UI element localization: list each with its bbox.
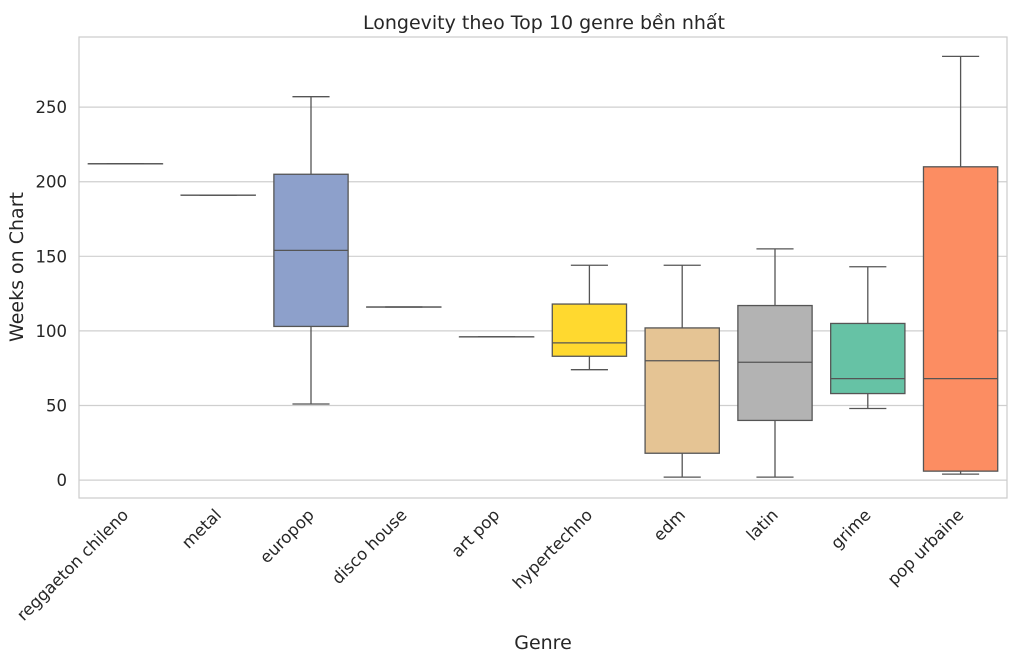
- y-axis-label: Weeks on Chart: [6, 192, 28, 342]
- box-hypertechno: [551, 264, 628, 371]
- box-latin: [737, 248, 813, 478]
- y-tick-label: 50: [46, 397, 67, 416]
- x-tick-label: metal: [178, 505, 225, 552]
- iqr-box: [922, 166, 999, 472]
- plot-area: [87, 55, 999, 478]
- iqr-box: [737, 304, 813, 422]
- y-tick-label: 250: [36, 98, 68, 117]
- chart-title: Longevity theo Top 10 genre bền nhất: [363, 12, 725, 34]
- box-grime: [830, 266, 906, 410]
- y-tick-label: 100: [36, 322, 68, 341]
- iqr-box: [551, 303, 628, 357]
- iqr-box: [830, 322, 906, 395]
- y-tick-label: 0: [57, 471, 68, 490]
- x-axis-ticks: reggaeton chileno metal europop disco house…: [13, 505, 967, 624]
- x-tick-label: art pop: [448, 505, 504, 561]
- x-tick-label: edm: [650, 505, 689, 544]
- box-edm: [644, 264, 720, 478]
- gridlines: [79, 106, 1007, 481]
- x-tick-label: grime: [827, 505, 874, 552]
- x-tick-label: pop urbaine: [884, 505, 968, 589]
- x-tick-label: disco house: [328, 505, 411, 588]
- x-tick-label: latin: [743, 505, 782, 544]
- y-tick-label: 200: [36, 173, 68, 192]
- y-axis-ticks: 0 50 100 150 200 250: [36, 98, 68, 490]
- x-axis-label: Genre: [514, 632, 572, 654]
- x-tick-label: hypertechno: [509, 505, 596, 592]
- y-tick-label: 150: [36, 247, 68, 266]
- box-pop-urbaine: [922, 55, 999, 475]
- box-europop: [273, 96, 349, 405]
- plot-frame: [78, 36, 1008, 499]
- x-tick-label: europop: [256, 505, 318, 567]
- iqr-box: [644, 327, 720, 454]
- x-tick-label: reggaeton chileno: [13, 505, 132, 624]
